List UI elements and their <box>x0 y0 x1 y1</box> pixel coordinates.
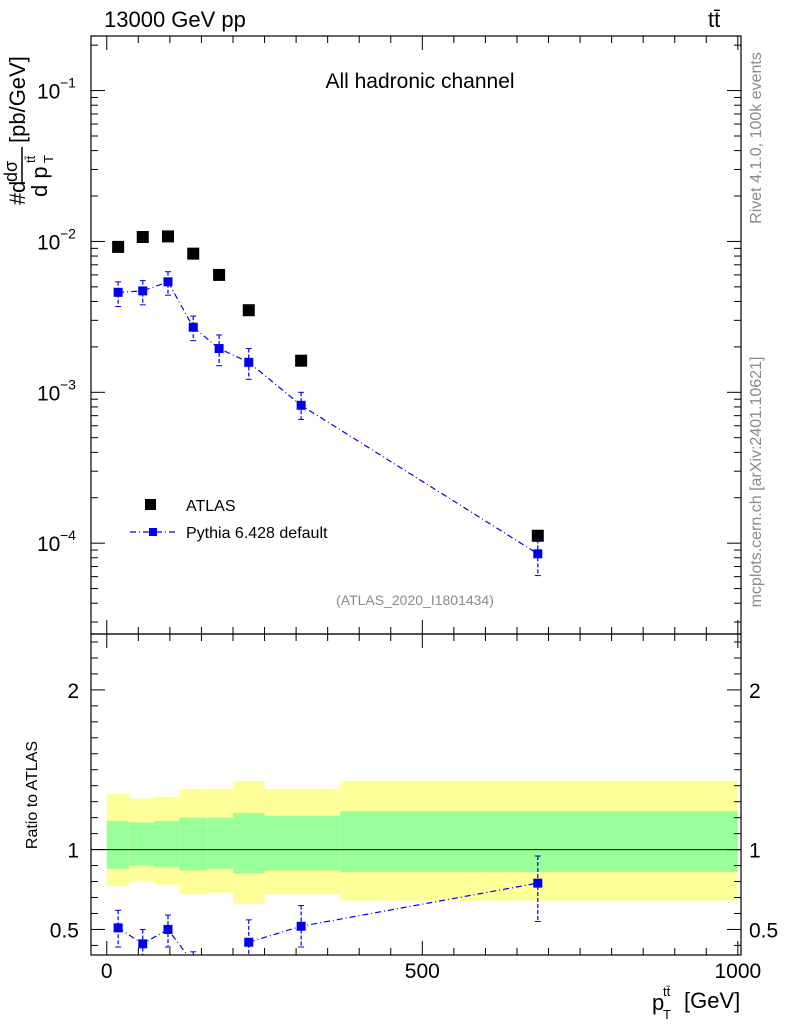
main-ylabel: # d dσ [pb/GeV] d p T tt̄ <box>1 56 56 205</box>
main-ytick-label-exp-1: −2 <box>60 225 76 241</box>
green-band-4 <box>207 817 233 869</box>
ratio-point-6 <box>533 878 543 888</box>
xlabel-unit: [GeV] <box>684 988 740 1013</box>
legend-pythia-marker <box>149 528 157 536</box>
atlas-point-2 <box>161 230 174 243</box>
main-ytick-label-base-0: 10 <box>37 81 60 104</box>
ylabel-unit: [pb/GeV] <box>5 56 30 143</box>
ratio-ylabel: Ratio to ATLAS <box>24 741 41 849</box>
ratio-plot-frame <box>90 633 742 956</box>
ratio-ytick-label-left-1: 1 <box>67 840 79 863</box>
ylabel-denominator: d p <box>27 166 52 197</box>
pythia-point-0 <box>113 287 123 297</box>
legend-pythia-label: Pythia 6.428 default <box>186 525 328 542</box>
ratio-point-3 <box>189 958 198 967</box>
atlas-point-5 <box>242 304 255 317</box>
pythia-point-1 <box>138 286 148 296</box>
ratio-point-2 <box>163 924 173 934</box>
main-ytick-label-base-2: 10 <box>37 382 60 405</box>
chart-title: All hadronic channel <box>325 70 514 93</box>
atlas-point-7 <box>531 529 544 542</box>
ratio-line-0 <box>117 927 188 955</box>
ylabel-subscript: T <box>41 155 56 163</box>
ratio-ytick-label-left-2: 2 <box>67 680 79 703</box>
green-band-0 <box>106 820 129 869</box>
rivet-version-label: Rivet 4.1.0, 100k events <box>748 52 765 224</box>
green-band-6 <box>264 816 341 871</box>
ylabel-d: d <box>5 181 30 193</box>
green-band-1 <box>128 822 155 866</box>
xlabel-p: p <box>652 990 664 1015</box>
ratio-ytick-label-left-0: 0.5 <box>50 919 79 942</box>
ratio-series <box>113 855 543 967</box>
legend: ATLAS Pythia 6.428 default <box>130 498 328 542</box>
xtick-label-2: 1000 <box>714 960 761 983</box>
energy-label: 13000 GeV pp <box>104 7 246 32</box>
green-band-3 <box>179 817 208 871</box>
atlas-point-4 <box>213 268 226 281</box>
atlas-point-3 <box>187 247 200 260</box>
pythia-point-5 <box>244 357 254 367</box>
xtick-label-1: 500 <box>405 960 440 983</box>
main-ytick-label-base-3: 10 <box>37 533 60 556</box>
xlabel-subscript: T <box>663 1007 671 1022</box>
main-ytick-label-exp-2: −3 <box>60 376 76 392</box>
green-band-7 <box>340 811 738 872</box>
main-ytick-label-base-1: 10 <box>37 231 60 254</box>
ratio-point-0 <box>113 923 123 933</box>
ratio-point-4 <box>244 937 254 947</box>
ratio-point-5 <box>296 921 306 931</box>
ylabel-superscript: tt̄ <box>23 155 38 163</box>
xtick-label-0: 0 <box>101 960 113 983</box>
atlas-point-1 <box>136 231 149 244</box>
analysis-tag: (ATLAS_2020_I1801434) <box>336 592 494 608</box>
green-band-2 <box>154 820 180 868</box>
process-label: tt̄ <box>708 7 720 32</box>
main-ytick-label-exp-0: −1 <box>60 75 76 91</box>
ratio-ytick-label-right-0: 0.5 <box>749 919 778 942</box>
pythia-point-3 <box>188 322 198 332</box>
xlabel: p T tt̄ [GeV] <box>652 984 740 1022</box>
mcplots-label: mcplots.cern.ch [arXiv:2401.10621] <box>748 357 765 608</box>
main-ytick-label-exp-3: −4 <box>60 527 76 543</box>
ylabel-dsigma: dσ <box>1 161 21 182</box>
ratio-ytick-label-right-1: 1 <box>749 840 761 863</box>
ratio-point-1 <box>138 939 148 949</box>
legend-atlas-marker <box>145 499 156 510</box>
ylabel-hash: # <box>5 192 30 205</box>
pythia-line <box>118 281 539 555</box>
pythia-point-6 <box>296 400 306 410</box>
ratio-bands <box>106 780 738 904</box>
ratio-ytick-label-right-2: 2 <box>749 680 761 703</box>
pythia-point-7 <box>533 549 543 559</box>
legend-atlas-label: ATLAS <box>186 498 236 515</box>
xlabel-superscript: tt̄ <box>663 984 671 999</box>
atlas-point-6 <box>295 354 308 367</box>
pythia-point-4 <box>214 344 224 354</box>
main-plot-frame <box>90 35 742 635</box>
pythia-point-2 <box>163 277 173 287</box>
green-band-5 <box>232 812 265 874</box>
atlas-point-0 <box>112 240 125 253</box>
